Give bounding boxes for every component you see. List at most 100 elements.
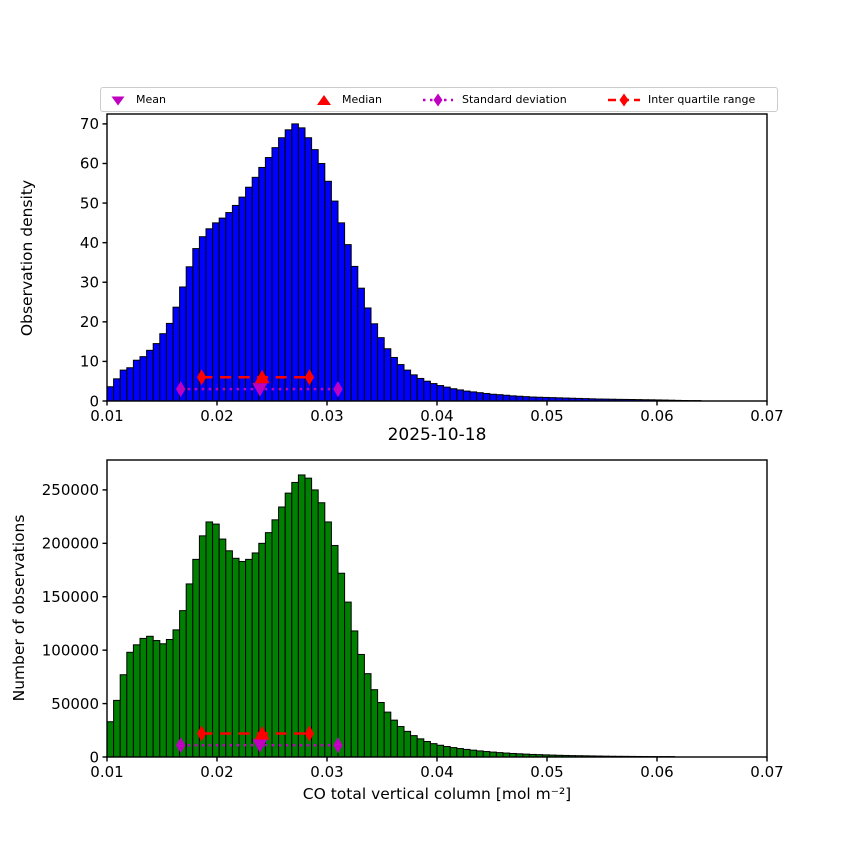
histogram-bar	[330, 200, 339, 402]
histogram-bar	[172, 629, 181, 758]
histogram-bar	[449, 747, 458, 758]
histogram-bar	[231, 557, 240, 758]
y-tick-label: 70	[80, 115, 99, 133]
histogram-bar	[337, 222, 346, 402]
median-triangle-up-icon	[317, 94, 331, 105]
std-dev-right-diamond	[333, 381, 343, 398]
histogram-bar	[462, 748, 471, 758]
histogram-bar	[165, 638, 174, 758]
histogram-bar	[278, 506, 286, 758]
x-tick-label: 0.03	[310, 763, 343, 781]
histogram-bar	[403, 730, 412, 758]
histogram-bar	[324, 180, 332, 402]
histogram-bar	[106, 386, 115, 402]
histogram-bar	[119, 674, 128, 758]
iqr-diamond-dashed-icon	[608, 93, 640, 106]
histogram-bar	[482, 751, 491, 758]
histogram-bar	[443, 746, 451, 758]
histogram-bar	[297, 474, 306, 758]
histogram-bar	[271, 147, 280, 402]
histogram-bar	[264, 532, 273, 758]
legend-label-std: Standard deviation	[462, 93, 567, 106]
histogram-bar	[456, 748, 464, 758]
histogram-bar	[225, 212, 233, 402]
median-marker	[254, 725, 270, 740]
y-tick-label: 50000	[51, 695, 99, 713]
histogram-bar	[324, 521, 332, 758]
x-tick-label: 0.02	[200, 407, 233, 425]
histogram-bar	[436, 744, 445, 758]
histogram-bar	[443, 386, 451, 402]
legend-label-median: Median	[342, 93, 383, 106]
histogram-bar	[225, 550, 233, 758]
x-tick-label: 0.02	[200, 763, 233, 781]
std-dev-left-diamond	[176, 737, 186, 754]
std-dev-right-diamond	[333, 737, 343, 754]
y-tick-label: 20	[80, 313, 99, 331]
histogram-bar	[482, 392, 491, 402]
histogram-bar	[396, 726, 405, 758]
histogram-bar	[278, 137, 286, 402]
histogram-bar	[502, 394, 511, 402]
histogram-bar	[238, 560, 247, 758]
histogram-bar	[291, 123, 299, 402]
y-tick-label: 0	[89, 392, 99, 410]
iqr-left-diamond	[196, 725, 207, 742]
legend-label-iqr: Inter quartile range	[648, 93, 756, 106]
histogram-bar	[350, 630, 359, 758]
legend-item-median: Median	[313, 88, 382, 111]
observation-density-histogram-bars	[106, 123, 702, 402]
iqr-right-diamond	[304, 369, 315, 386]
std-dev-diamond-dotted-icon	[423, 93, 453, 106]
histogram-bar	[436, 385, 445, 402]
histogram-bar	[132, 359, 141, 402]
histogram-bar	[159, 333, 167, 402]
histogram-bar	[251, 176, 260, 402]
histogram-bar	[146, 349, 154, 402]
x-tick-label: 0.04	[420, 763, 453, 781]
legend-item-std: Standard deviation	[421, 88, 567, 111]
histogram-bar	[304, 477, 313, 758]
x-tick-label: 0.04	[420, 407, 453, 425]
histogram-bar	[377, 337, 385, 402]
histogram-bar	[152, 343, 161, 402]
histogram-bar	[363, 307, 372, 402]
y-tick-label: 10	[80, 353, 99, 371]
mean-triangle-down-icon	[111, 96, 125, 105]
y-tick-label: 0	[89, 748, 99, 766]
histogram-bar	[416, 377, 425, 402]
histogram-bar	[469, 391, 478, 402]
histogram-bar	[403, 369, 412, 402]
histogram-bar	[198, 535, 207, 758]
y-tick-label: 250000	[42, 481, 99, 499]
histogram-bar	[126, 651, 134, 758]
x-axis-label: CO total vertical column [mol m⁻²]	[302, 785, 572, 803]
histogram-bar	[284, 129, 293, 402]
x-tick-label: 0.01	[90, 763, 123, 781]
histogram-bar	[179, 610, 187, 758]
histogram-bar	[350, 265, 359, 402]
histogram-bar	[416, 738, 425, 758]
histogram-bar	[311, 149, 319, 402]
histogram-bar	[489, 751, 497, 758]
number-of-observations-histogram: 0.01 0.02 0.03 0.04 0.05 0.06 0.07 0 50000 100000…	[42, 459, 784, 781]
histogram-bar	[317, 162, 326, 402]
legend-item-iqr: Inter quartile range	[607, 88, 755, 111]
histogram-bar	[231, 204, 240, 402]
x-tick-label: 0.07	[750, 763, 783, 781]
std-dev-left-diamond	[176, 381, 186, 398]
histogram-bar	[113, 699, 121, 758]
histogram-bar	[152, 640, 161, 758]
histogram-bar	[251, 552, 260, 758]
histogram-bar	[390, 719, 398, 758]
histogram-bar	[383, 711, 392, 758]
histogram-bar	[119, 369, 128, 402]
y-tick-label: 40	[80, 234, 99, 252]
histogram-bar	[113, 378, 121, 402]
iqr-left-diamond	[196, 369, 207, 386]
histogram-bar	[212, 222, 220, 402]
histogram-bar	[429, 383, 438, 402]
histogram-bar	[218, 538, 227, 758]
histogram-bar	[377, 702, 385, 758]
x-tick-label: 0.01	[90, 407, 123, 425]
